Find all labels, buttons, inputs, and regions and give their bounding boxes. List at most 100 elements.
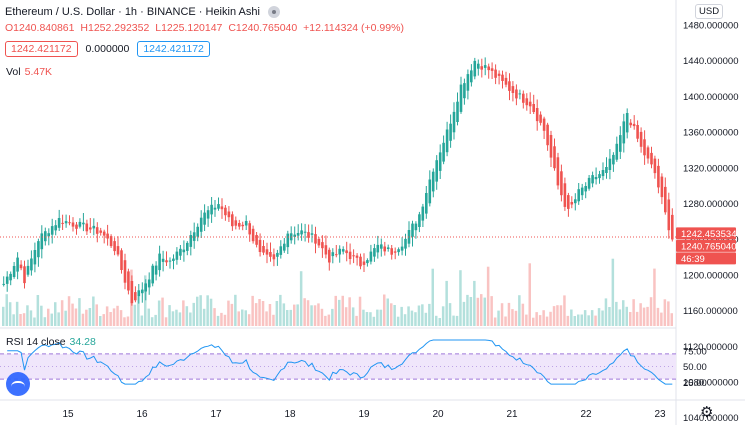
volume-bar: [29, 310, 33, 326]
candle-body: [671, 214, 674, 240]
candle-body: [61, 222, 64, 224]
candle-body: [664, 186, 667, 213]
candle-body: [348, 251, 352, 259]
candle-body: [390, 248, 393, 255]
volume-bar: [234, 294, 237, 326]
candle-body: [227, 211, 231, 218]
volume-bar: [241, 309, 244, 326]
volume-bar: [199, 295, 202, 326]
candle-body: [622, 121, 626, 144]
currency-badge[interactable]: USD: [695, 4, 724, 19]
candle-body: [605, 167, 608, 173]
time-axis-label: 15: [62, 409, 74, 420]
time-axis-label: 21: [506, 409, 518, 420]
candle-body: [629, 122, 632, 126]
volume-bar: [403, 314, 407, 326]
gear-icon[interactable]: ⚙: [700, 404, 714, 421]
candle-body: [386, 247, 390, 249]
volume-bar: [590, 310, 594, 326]
tradingview-logo-icon[interactable]: [6, 372, 30, 396]
candle-body: [480, 66, 483, 70]
candle-body: [445, 129, 449, 153]
candle-body: [497, 73, 501, 76]
candle-body: [106, 233, 109, 239]
visibility-eye-icon[interactable]: [267, 6, 280, 18]
candle-body: [99, 230, 102, 233]
candle-body: [338, 248, 341, 255]
rsi-tick-label: 50.00: [683, 362, 707, 373]
volume-bar: [348, 297, 351, 326]
candle-body: [144, 283, 147, 292]
candle-body: [411, 223, 414, 237]
candle-body: [431, 171, 435, 192]
volume-bar: [490, 296, 493, 326]
volume-bar: [12, 314, 15, 326]
candle-body: [625, 113, 629, 133]
candle-body: [591, 175, 594, 184]
candle-body: [310, 233, 314, 235]
volume-bar: [656, 307, 660, 326]
volume-bar: [112, 308, 116, 326]
candle-body: [210, 204, 213, 215]
candle-body: [296, 233, 300, 236]
volume-bar: [604, 298, 608, 326]
buy-price-button[interactable]: 1242.421172: [137, 41, 210, 57]
candle-body: [438, 152, 442, 171]
volume-bar: [646, 306, 649, 326]
symbol-title[interactable]: Ethereum / U.S. Dollar · 1h · BINANCE · …: [5, 6, 260, 18]
candle-body: [16, 257, 19, 272]
volume-legend[interactable]: Vol 5.47K: [6, 66, 52, 78]
candle-body: [168, 260, 172, 262]
rsi-legend[interactable]: RSI 14 close 34.28: [6, 336, 96, 348]
candle-body: [376, 244, 380, 253]
candle-body: [175, 251, 179, 260]
volume-bar: [393, 305, 396, 326]
countdown-tag: 46:39: [681, 254, 705, 265]
volume-bar: [123, 317, 126, 326]
candle-body: [546, 124, 549, 146]
volume-bar: [47, 308, 50, 326]
volume-bar: [407, 306, 410, 326]
candle-body: [518, 93, 522, 95]
candle-body: [33, 250, 37, 265]
price-tick-label: 1360.000000: [683, 128, 738, 139]
volume-bar: [480, 294, 483, 326]
candle-body: [147, 279, 151, 288]
candle-body: [172, 258, 175, 261]
candle-body: [89, 227, 92, 230]
time-axis-label: 20: [432, 409, 444, 420]
candle-body: [487, 66, 490, 71]
volume-bar: [99, 316, 102, 326]
candle-body: [528, 101, 532, 107]
sell-price-button[interactable]: 1242.421172: [5, 41, 78, 57]
volume-bar: [88, 308, 92, 326]
volume-bar: [611, 258, 615, 326]
volume-bar: [545, 316, 549, 326]
candle-body: [47, 233, 50, 237]
volume-bar: [244, 310, 247, 326]
candle-body: [383, 246, 386, 252]
candle-body: [584, 186, 587, 192]
volume-bar: [559, 305, 563, 326]
volume-bar: [105, 306, 109, 326]
candle-body: [321, 242, 324, 249]
candle-body: [539, 114, 542, 123]
candle-body: [127, 271, 130, 291]
volume-bar: [293, 304, 296, 326]
candle-body: [37, 241, 40, 258]
volume-bar: [57, 312, 60, 326]
candle-body: [199, 217, 203, 232]
volume-bar: [535, 312, 538, 326]
candle-body: [556, 157, 560, 186]
candle-body: [567, 195, 570, 209]
volume-bar: [168, 305, 171, 326]
volume-bar: [324, 315, 327, 326]
volume-bar: [54, 302, 57, 326]
volume-bar: [64, 310, 67, 326]
volume-bar: [74, 308, 78, 326]
close-price-tag-bg: [676, 239, 736, 252]
symbol-legend[interactable]: Ethereum / U.S. Dollar · 1h · BINANCE · …: [5, 4, 290, 20]
candle-body: [331, 252, 335, 257]
volume-bar: [320, 308, 324, 326]
